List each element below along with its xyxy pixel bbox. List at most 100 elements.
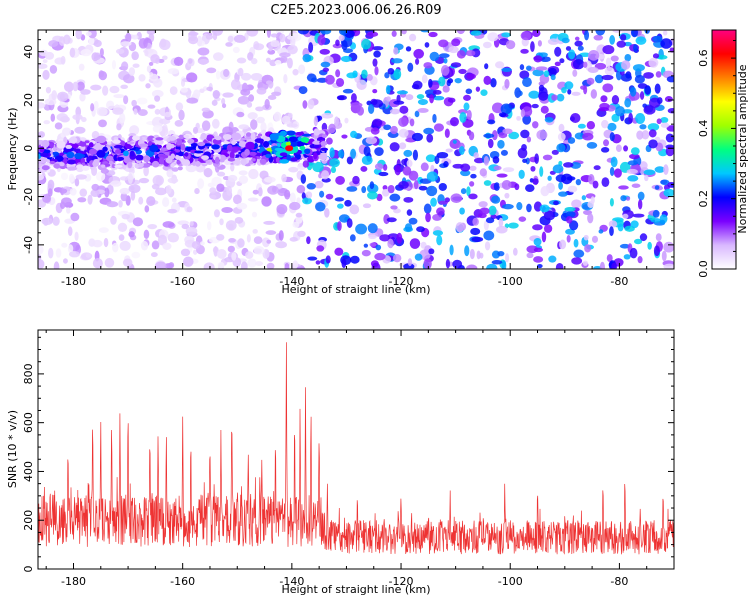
spectrogram-cell [551, 94, 558, 101]
signal-cell [180, 143, 186, 151]
figure-title: C2E5.2023.006.06.26.R09 [270, 3, 441, 18]
spectrogram-cell [217, 261, 225, 269]
spectrogram-cell [551, 149, 559, 155]
spectrogram-cell [532, 121, 539, 129]
spectrogram-cell [497, 250, 505, 257]
spectrogram-cell [490, 77, 497, 88]
signal-cell [173, 149, 181, 153]
spectrogram-cell [466, 109, 472, 121]
spectrogram-cell [432, 113, 437, 123]
spectrogram-cell [430, 197, 437, 207]
signal-cell [70, 143, 79, 149]
spectrogram-cell [247, 112, 258, 120]
spectrogram-cell [465, 88, 473, 95]
spectrogram-cell [280, 55, 288, 63]
spectrogram-cell [470, 30, 482, 36]
spectrogram-cell [266, 262, 275, 269]
spectrogram-cell [216, 233, 225, 241]
spectrogram-cell [520, 129, 530, 139]
spectrogram-cell [428, 78, 433, 88]
spectrogram-cell [593, 34, 604, 41]
spectrogram-cell [538, 91, 549, 101]
spectrogram-cell [498, 112, 507, 118]
spectrogram-cell [537, 40, 542, 47]
spectrogram-cell [508, 222, 519, 229]
spectrogram-cell [352, 175, 360, 185]
signal-cell [304, 148, 311, 155]
spectrogram-cell [590, 196, 595, 204]
spectrogram-cell [375, 244, 382, 251]
spectrogram-cell [98, 119, 107, 128]
spectrogram-cell [411, 132, 424, 142]
spectrogram-cell [50, 113, 56, 122]
spectrogram-cell [619, 243, 630, 249]
spectrogram-cell [620, 73, 632, 82]
spectrogram-cell [612, 30, 622, 33]
spectrogram-cell [663, 263, 674, 269]
spectrogram-cell [38, 259, 45, 269]
spectrogram-cell [297, 230, 306, 238]
spectrogram-cell [501, 67, 512, 72]
spectrogram-cell [659, 219, 666, 225]
spectrogram-cell [368, 234, 377, 240]
signal-cell [238, 140, 248, 148]
spectrogram-cell [344, 199, 352, 207]
spectrogram-cell [407, 62, 414, 73]
spectrogram-cell [468, 131, 475, 141]
spectrogram-cell [561, 173, 573, 185]
spectrogram-cell [324, 207, 330, 218]
spectrogram-cell [55, 248, 62, 258]
spectrogram-cell [265, 230, 277, 235]
spectrogram-cell [61, 197, 72, 206]
spectrogram-cell [391, 58, 403, 64]
spectrogram-cell [531, 103, 539, 109]
spectrogram-cell [647, 241, 652, 250]
spectrogram-cell [432, 213, 443, 221]
spectrogram-cell [117, 222, 128, 233]
spectrogram-cell [609, 226, 614, 237]
signal-cell [101, 164, 106, 168]
spectrogram-cell [492, 156, 500, 164]
spectrogram-cell [379, 234, 391, 242]
spectrogram-cell [297, 30, 310, 35]
spectrogram-cell [514, 87, 521, 99]
spectrogram-cell [74, 177, 80, 187]
spectrogram-cell [182, 256, 194, 267]
spectrogram-cell [292, 68, 299, 76]
signal-cell [56, 140, 66, 149]
signal-cell [269, 133, 279, 141]
spectrogram-cell [390, 125, 398, 135]
x-tick-label: -120 [389, 275, 414, 288]
spectrogram-cell [635, 113, 646, 124]
spectrogram-cell [611, 113, 620, 123]
spectrogram-cell [601, 74, 614, 81]
spectrogram-cell [180, 248, 191, 257]
spectrogram-cell [125, 32, 132, 43]
spectrogram-cell [371, 262, 381, 269]
spectrogram-cell [571, 91, 581, 96]
spectrogram-cell [286, 123, 298, 128]
spectrogram-cell [643, 169, 656, 176]
spectrogram-cell [121, 213, 130, 220]
spectrogram-cell [487, 32, 499, 42]
x-tick-label: -80 [610, 575, 628, 588]
signal-cell [313, 128, 320, 136]
spectrogram-cell [564, 81, 574, 90]
spectrogram-cell [216, 183, 225, 193]
snr-axes: -180 -160 -140 -120 -100 -80 0 200 400 600 800 [22, 330, 675, 588]
spectrogram-cell [122, 258, 133, 267]
spectrogram-cell [389, 108, 401, 115]
spectrogram-cell [568, 49, 576, 60]
signal-cell [245, 141, 255, 150]
spectrogram-cell [166, 169, 174, 178]
signal-cell [39, 146, 45, 153]
spectrogram-cell [479, 168, 487, 177]
spectrogram-cell [555, 262, 564, 269]
spectrogram-cell [223, 68, 230, 78]
spectrogram-cell [326, 137, 333, 145]
spectrogram-cell [372, 58, 378, 67]
spectrogram-cell [429, 51, 440, 62]
spectrogram-cell [643, 72, 654, 79]
spectrogram-cell [502, 203, 514, 210]
spectrogram-cell [530, 165, 536, 172]
